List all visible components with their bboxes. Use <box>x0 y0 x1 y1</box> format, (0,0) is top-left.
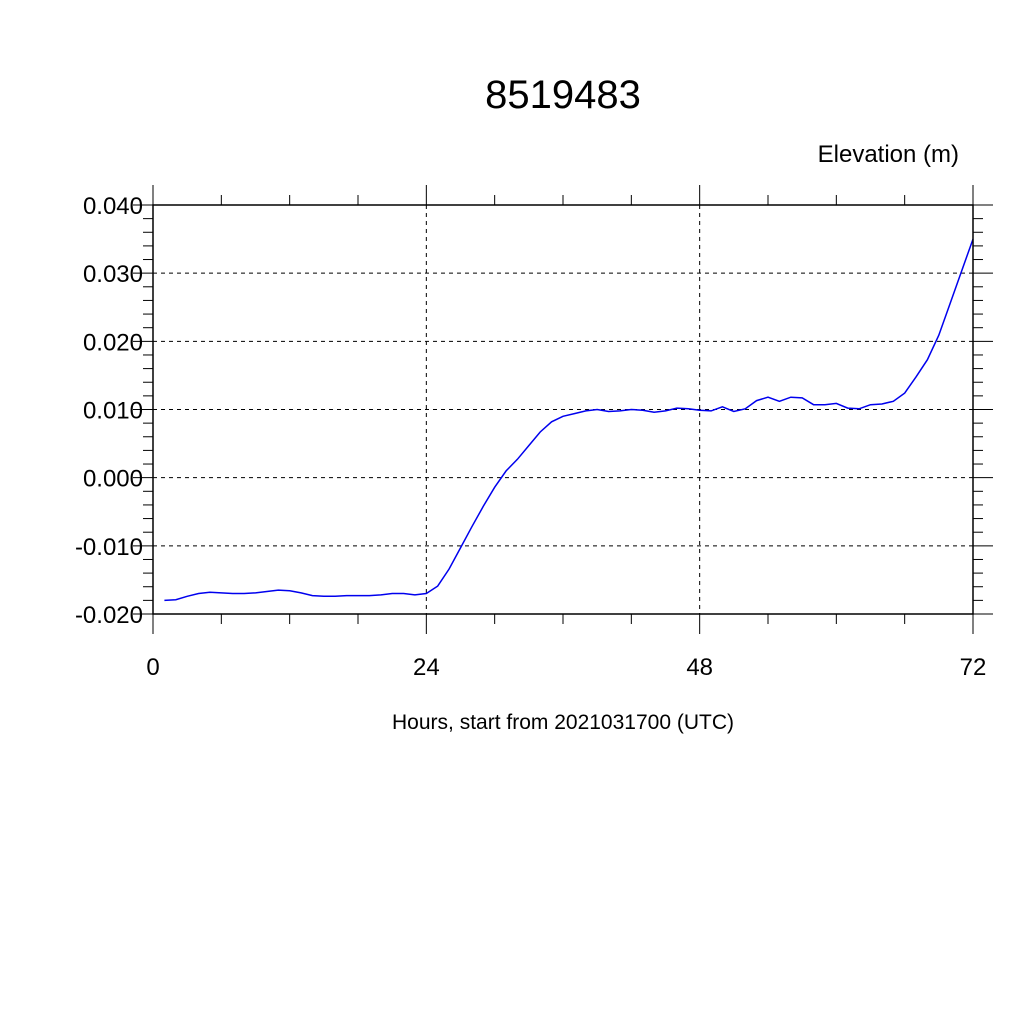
y-tick-label: 0.030 <box>83 261 143 288</box>
y-tick-label: 0.040 <box>83 193 143 220</box>
y-axis-label: Elevation (m) <box>818 141 959 168</box>
x-tick-label: 24 <box>413 654 440 681</box>
x-axis-label: Hours, start from 2021031700 (UTC) <box>392 711 734 734</box>
y-tick-label: 0.010 <box>83 398 143 425</box>
x-tick-label: 0 <box>146 654 159 681</box>
x-tick-label: 48 <box>686 654 713 681</box>
y-tick-label: 0.020 <box>83 329 143 356</box>
series-line <box>164 238 974 602</box>
axis-ticks <box>133 185 993 634</box>
plot-frame <box>152 204 974 615</box>
tick-labels: -0.020 -0.010 0.000 0.010 0.020 0.030 0.040 0 24… <box>75 193 986 681</box>
y-tick-label: -0.010 <box>75 534 143 561</box>
series-group <box>164 238 974 602</box>
chart-title: 8519483 <box>485 73 641 117</box>
y-tick-label: 0.000 <box>83 466 143 493</box>
x-tick-label: 72 <box>960 654 987 681</box>
y-tick-label: -0.020 <box>75 602 143 629</box>
